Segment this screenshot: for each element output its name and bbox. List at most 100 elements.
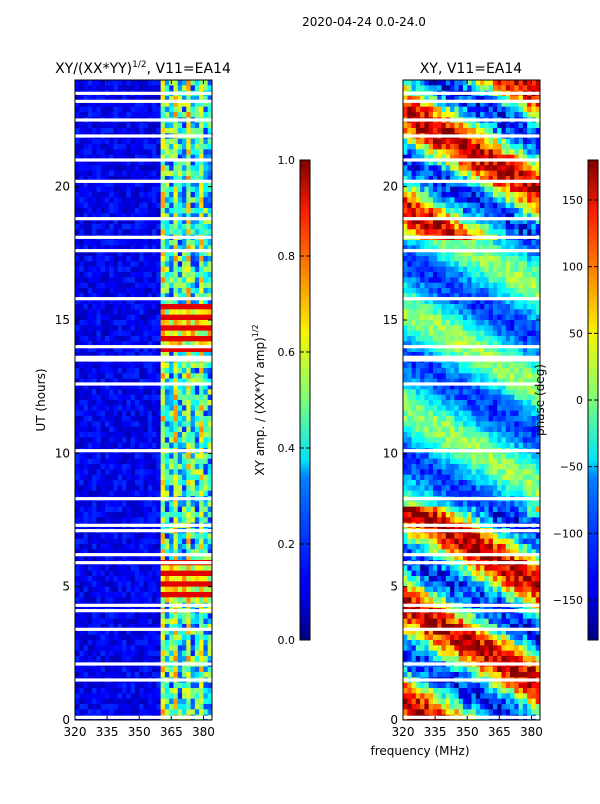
phase-heatmap-cell [472, 208, 477, 214]
amplitude-heatmap-cell [79, 240, 84, 246]
amplitude-heatmap-cell [114, 613, 119, 619]
amplitude-heatmap-cell [109, 261, 114, 267]
amplitude-heatmap-cell [165, 304, 170, 310]
amplitude-heatmap-cell [122, 107, 127, 113]
phase-heatmap-cell [489, 171, 494, 177]
amplitude-heatmap-cell [84, 704, 89, 710]
amplitude-heatmap-cell [101, 475, 106, 481]
amplitude-heatmap-cell [75, 128, 80, 134]
amplitude-heatmap-cell [203, 571, 208, 577]
amplitude-heatmap-cell [92, 411, 97, 417]
amplitude-heatmap-cell [84, 709, 89, 715]
amplitude-heatmap-cell [161, 480, 166, 486]
amplitude-heatmap-cell [84, 123, 89, 129]
amplitude-heatmap-cell [79, 373, 84, 379]
amplitude-heatmap-cell [152, 475, 157, 481]
amplitude-heatmap-cell [156, 517, 161, 523]
phase-heatmap-cell [467, 187, 472, 193]
amplitude-heatmap-cell [191, 619, 196, 625]
amplitude-heatmap-cell [191, 613, 196, 619]
amplitude-heatmap-cell [118, 400, 123, 406]
amplitude-heatmap-cell [165, 656, 170, 662]
amplitude-heatmap-cell [118, 512, 123, 518]
amplitude-heatmap-cell [161, 363, 166, 369]
phase-heatmap-cell [493, 208, 498, 214]
phase-heatmap-cell [424, 192, 429, 198]
amplitude-heatmap-cell [191, 507, 196, 513]
amplitude-heatmap-cell [131, 229, 136, 235]
amplitude-heatmap-cell [161, 576, 166, 582]
amplitude-heatmap-cell [135, 576, 140, 582]
phase-heatmap-cell [463, 203, 468, 209]
phase-heatmap-cell [472, 112, 477, 118]
amplitude-heatmap-cell [191, 411, 196, 417]
amplitude-heatmap-cell [126, 112, 131, 118]
amplitude-heatmap-cell [122, 432, 127, 438]
amplitude-heatmap-cell [152, 373, 157, 379]
amplitude-heatmap-cell [126, 480, 131, 486]
amplitude-heatmap-cell [152, 645, 157, 651]
amplitude-heatmap-cell [109, 192, 114, 198]
amplitude-heatmap-cell [186, 469, 191, 475]
phase-heatmap-cell [514, 187, 519, 193]
amplitude-heatmap-cell [178, 395, 183, 401]
phase-heatmap-cell [459, 139, 464, 145]
amplitude-heatmap-cell [126, 165, 131, 171]
amplitude-heatmap-cell [105, 416, 110, 422]
amplitude-heatmap-cell [101, 123, 106, 129]
amplitude-heatmap-cell [79, 491, 84, 497]
amplitude-heatmap-cell [161, 171, 166, 177]
amplitude-heatmap-cell [148, 261, 153, 267]
phase-heatmap-cell [446, 112, 451, 118]
amplitude-heatmap-cell [161, 517, 166, 523]
amplitude-heatmap-cell [203, 277, 208, 283]
amplitude-heatmap-cell [139, 171, 144, 177]
amplitude-heatmap-cell [131, 400, 136, 406]
amplitude-heatmap-cell [126, 507, 131, 513]
amplitude-heatmap-cell [126, 432, 131, 438]
amplitude-heatmap-cell [203, 400, 208, 406]
amplitude-heatmap-cell [118, 597, 123, 603]
amplitude-heatmap-cell [182, 576, 187, 582]
phase-heatmap-cell [446, 165, 451, 171]
amplitude-heatmap-cell [191, 587, 196, 593]
amplitude-heatmap-cell [195, 149, 200, 155]
amplitude-heatmap-cell [203, 171, 208, 177]
amplitude-heatmap-cell [161, 309, 166, 315]
amplitude-heatmap-cell [114, 432, 119, 438]
amplitude-heatmap-cell [173, 443, 178, 449]
amplitude-heatmap-cell [131, 149, 136, 155]
amplitude-heatmap-cell [105, 400, 110, 406]
amplitude-heatmap-cell [195, 288, 200, 294]
amplitude-heatmap-cell [178, 651, 183, 657]
amplitude-heatmap-cell [92, 485, 97, 491]
amplitude-heatmap-cell [178, 656, 183, 662]
phase-heatmap-cell [463, 240, 468, 246]
phase-heatmap-cell [454, 80, 459, 86]
phase-heatmap-cell [429, 85, 434, 91]
amplitude-heatmap-cell [199, 144, 204, 150]
amplitude-heatmap-cell [114, 453, 119, 459]
amplitude-heatmap-cell [169, 640, 174, 646]
amplitude-heatmap-cell [135, 128, 140, 134]
amplitude-heatmap-cell [203, 539, 208, 545]
amplitude-heatmap-cell [126, 635, 131, 641]
phase-heatmap-cell [527, 128, 532, 134]
amplitude-heatmap-cell [126, 304, 131, 310]
amplitude-heatmap-cell [148, 256, 153, 262]
amplitude-heatmap-cell [131, 320, 136, 326]
amplitude-heatmap-cell [101, 704, 106, 710]
phase-heatmap-cell [484, 203, 489, 209]
amplitude-heatmap-cell [173, 171, 178, 177]
phase-heatmap-cell [454, 165, 459, 171]
amplitude-heatmap-cell [191, 571, 196, 577]
amplitude-heatmap-cell [118, 85, 123, 91]
amplitude-heatmap-cell [114, 288, 119, 294]
amplitude-heatmap-cell [203, 208, 208, 214]
phase-heatmap-cell [424, 85, 429, 91]
amplitude-heatmap-cell [75, 443, 80, 449]
amplitude-heatmap-cell [199, 645, 204, 651]
amplitude-heatmap-cell [122, 128, 127, 134]
amplitude-heatmap-cell [156, 80, 161, 86]
amplitude-heatmap-cell [84, 405, 89, 411]
